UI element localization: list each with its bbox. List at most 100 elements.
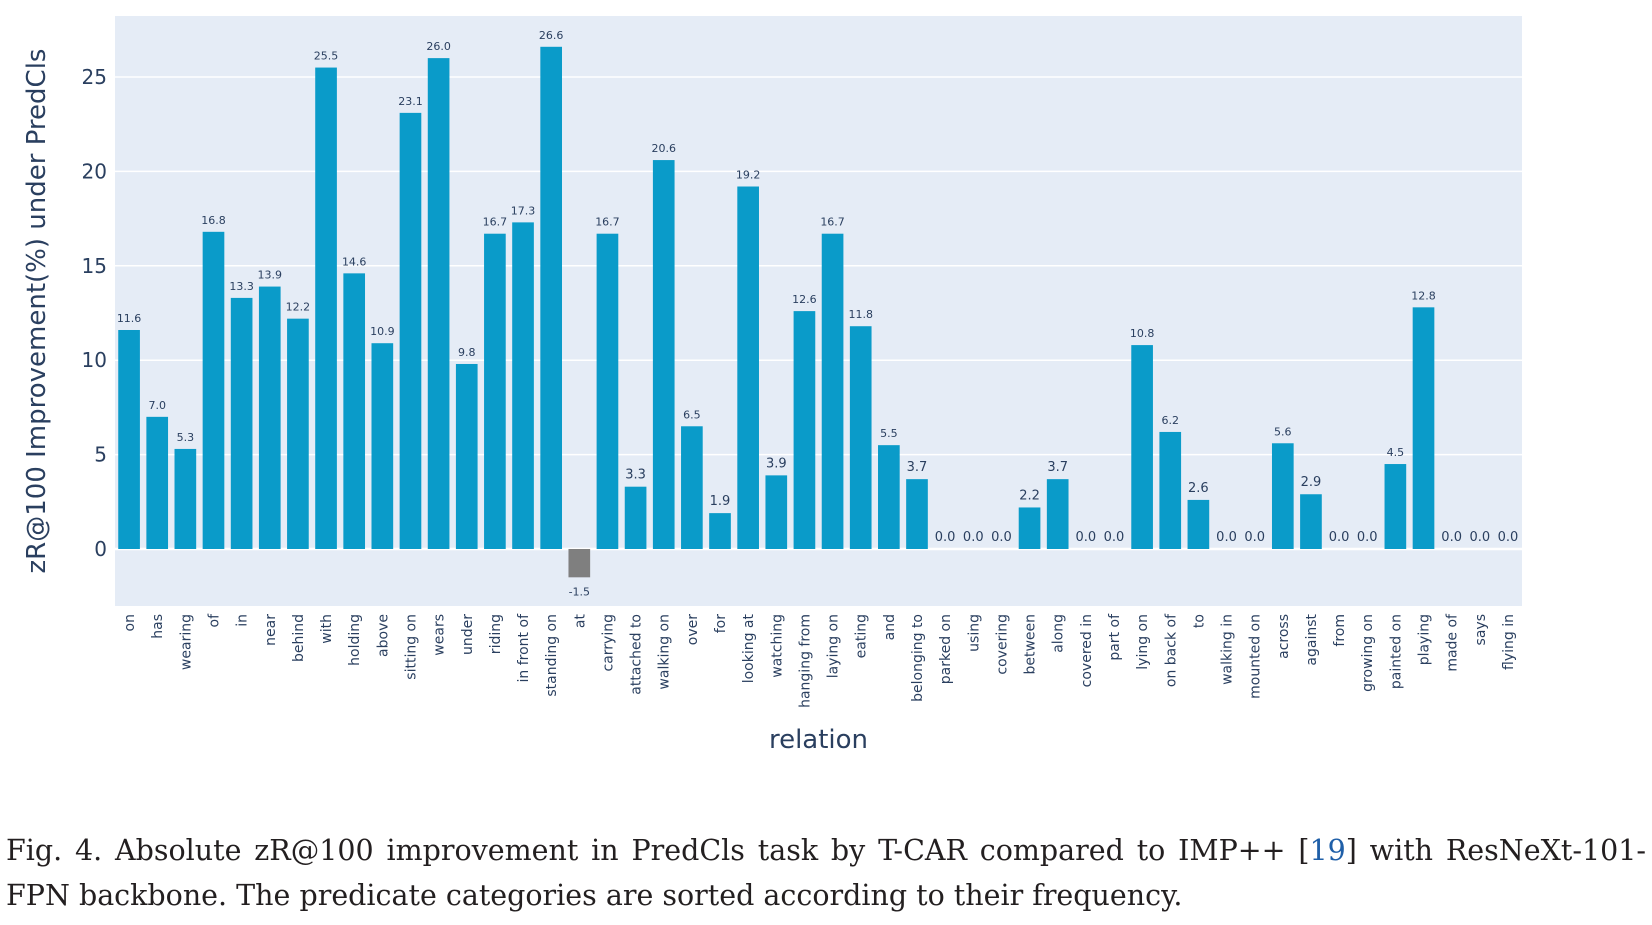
bar-value-label: 6.5: [683, 408, 701, 421]
bar-has: [146, 416, 169, 549]
bar-between: [1018, 507, 1041, 549]
x-tick-label: wearing: [178, 614, 194, 670]
x-tick-label: attached to: [629, 614, 645, 695]
x-tick-label: carrying: [600, 614, 616, 671]
bar-value-label: 7.0: [148, 399, 166, 412]
bar-value-label: 26.6: [539, 29, 564, 42]
bar-value-label: 12.2: [286, 301, 311, 314]
bar-value-label: 11.8: [848, 308, 873, 321]
y-axis-ticks: 0 5 10 15 20 25: [82, 65, 107, 561]
x-tick-label: mounted on: [1248, 614, 1264, 699]
x-tick-label: made of: [1445, 613, 1461, 672]
y-tick-label: 15: [82, 254, 107, 278]
x-tick-label: on: [122, 614, 138, 631]
bar-value-label: 16.7: [820, 216, 845, 229]
x-axis-title: relation: [769, 725, 868, 755]
bar-labels: 11.6 7.0 5.3 16.8 13.3 13.9 12.2 25.5 14.6 10.9 23…: [117, 29, 1518, 599]
bar-value-label: 12.8: [1411, 289, 1436, 302]
x-tick-label: in front of: [516, 613, 532, 683]
bar-looking-at: [737, 186, 759, 549]
bar-across: [1271, 443, 1294, 549]
bar-value-label: 20.6: [651, 142, 676, 155]
x-tick-label: across: [1276, 614, 1292, 659]
bar-value-label: 3.7: [1047, 460, 1068, 475]
x-tick-label: on back of: [1163, 613, 1179, 687]
x-tick-label: watching: [769, 614, 785, 678]
y-tick-label: 25: [82, 65, 107, 89]
bar-value-label: 25.5: [314, 50, 339, 63]
bar-riding: [484, 233, 506, 550]
x-tick-label: hanging from: [797, 614, 813, 708]
x-axis-ticks: on has wearing of in near behind with holding abo…: [122, 613, 1517, 708]
bar-value-label: 0.0: [1216, 530, 1237, 545]
x-tick-label: eating: [854, 614, 870, 658]
bar-value-label: 4.5: [1387, 446, 1405, 459]
x-tick-label: to: [1191, 614, 1207, 628]
bar-on-back-of: [1159, 431, 1182, 549]
x-tick-label: with: [319, 614, 335, 644]
x-tick-label: playing: [1417, 614, 1433, 665]
bar-under: [455, 363, 478, 549]
caption-prefix: Fig. 4. Absolute zR@100 improvement in P…: [6, 834, 1310, 867]
bar-value-label: 10.9: [370, 325, 395, 338]
bar-laying-on: [821, 233, 844, 550]
bar-in: [230, 297, 253, 549]
bar-value-label: 11.6: [117, 312, 142, 325]
bar-value-label: 14.6: [342, 255, 367, 268]
bar-value-label: 6.2: [1162, 414, 1180, 427]
bar-at: [568, 549, 591, 578]
bar-value-label: 26.0: [426, 40, 451, 53]
bar-value-label: 0.0: [1498, 530, 1519, 545]
bar-above: [371, 343, 394, 549]
bar-value-label: 10.8: [1130, 327, 1155, 340]
x-tick-label: says: [1473, 614, 1489, 645]
x-tick-label: along: [1051, 614, 1067, 653]
bar-value-label: 16.7: [483, 216, 508, 229]
x-tick-label: wears: [432, 614, 448, 656]
bar-value-label: 19.2: [736, 169, 761, 182]
bar-value-label: -1.5: [569, 585, 590, 598]
bar-value-label: 5.5: [880, 427, 898, 440]
bar-lying-on: [1131, 345, 1153, 549]
citation-link[interactable]: 19: [1309, 834, 1346, 867]
bar-value-label: 16.7: [595, 216, 620, 229]
bar-holding: [343, 273, 366, 549]
x-tick-label: belonging to: [910, 614, 926, 702]
x-tick-label: covered in: [1079, 614, 1095, 687]
bar-chart: 0 5 10 15 20 25 11.6 7.0 5.3 16.8 13.3 13.9 12.2 25.…: [22, 16, 1522, 755]
bar-value-label: 9.8: [458, 346, 476, 359]
bar-value-label: 3.7: [907, 460, 928, 475]
x-tick-label: standing on: [544, 614, 560, 697]
x-tick-label: walking in: [1220, 614, 1236, 685]
bar-value-label: 0.0: [1441, 530, 1462, 545]
bar-of: [202, 231, 225, 550]
bar-value-label: 12.6: [792, 293, 817, 306]
x-tick-label: using: [966, 614, 982, 652]
x-tick-label: in: [235, 614, 251, 627]
bar-value-label: 0.0: [1357, 530, 1378, 545]
bars: [118, 46, 1435, 578]
bar-wearing: [174, 448, 197, 549]
bar-value-label: 0.0: [1329, 530, 1350, 545]
bar-painted-on: [1384, 464, 1407, 549]
x-tick-label: over: [685, 614, 701, 645]
x-tick-label: painted on: [1388, 614, 1404, 689]
x-tick-label: sitting on: [403, 614, 419, 680]
bar-hanging-from: [793, 311, 816, 549]
x-tick-label: above: [375, 614, 391, 657]
bar-belonging-to: [906, 479, 928, 549]
bar-standing-on: [540, 46, 563, 550]
bar-walking-on: [652, 160, 675, 549]
bar-value-label: 3.3: [625, 468, 646, 483]
y-tick-label: 10: [82, 348, 107, 372]
bar-value-label: 0.0: [1075, 530, 1096, 545]
bar-on: [118, 329, 140, 549]
bar-sitting-on: [399, 112, 422, 549]
x-tick-label: against: [1304, 613, 1320, 665]
x-tick-label: for: [713, 614, 729, 633]
bar-value-label: 0.0: [1244, 530, 1265, 545]
bar-value-label: 1.9: [710, 494, 731, 509]
x-tick-label: from: [1332, 614, 1348, 647]
caption-suffix: ] with ResNeXt-101-FPN backbone. The pre…: [6, 834, 1646, 912]
x-tick-label: laying on: [826, 614, 842, 678]
